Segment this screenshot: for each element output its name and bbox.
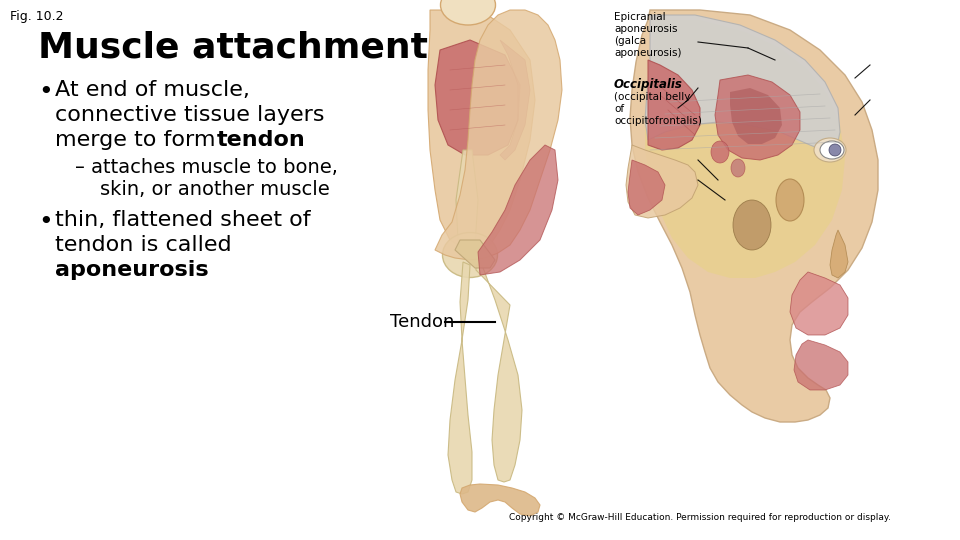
Polygon shape [456, 150, 478, 252]
Text: skin, or another muscle: skin, or another muscle [100, 180, 329, 199]
Ellipse shape [829, 144, 841, 156]
Ellipse shape [731, 159, 745, 177]
Ellipse shape [711, 141, 729, 163]
Polygon shape [455, 240, 495, 268]
Text: – attaches muscle to bone,: – attaches muscle to bone, [75, 158, 338, 177]
Ellipse shape [733, 200, 771, 250]
Ellipse shape [776, 179, 804, 221]
Polygon shape [730, 88, 782, 144]
Polygon shape [648, 60, 700, 150]
Text: occipitofrontalis): occipitofrontalis) [614, 116, 702, 126]
Text: of: of [614, 104, 624, 114]
Polygon shape [626, 145, 698, 218]
Polygon shape [630, 10, 878, 422]
Text: Muscle attachment: Muscle attachment [38, 30, 428, 64]
Text: aponeurosis: aponeurosis [55, 260, 208, 280]
Text: •: • [38, 210, 53, 234]
Polygon shape [428, 10, 535, 250]
Polygon shape [645, 20, 845, 278]
Text: thin, flattened sheet of: thin, flattened sheet of [55, 210, 311, 230]
Polygon shape [790, 272, 848, 335]
Text: Occipitalis: Occipitalis [614, 78, 683, 91]
Polygon shape [830, 230, 848, 278]
Text: Copyright © McGraw-Hill Education. Permission required for reproduction or displ: Copyright © McGraw-Hill Education. Permi… [509, 513, 891, 522]
Text: tendon: tendon [217, 130, 305, 150]
Text: aponeurosis: aponeurosis [614, 24, 678, 34]
Text: Tendon: Tendon [390, 313, 454, 331]
Polygon shape [460, 484, 540, 516]
Polygon shape [645, 15, 840, 155]
Text: •: • [38, 80, 53, 104]
Polygon shape [435, 40, 520, 155]
Text: aponeurosis): aponeurosis) [614, 48, 682, 58]
Polygon shape [628, 160, 665, 215]
Polygon shape [476, 265, 522, 482]
Text: connective tissue layers: connective tissue layers [55, 105, 324, 125]
Polygon shape [478, 145, 558, 275]
Text: tendon is called: tendon is called [55, 235, 231, 255]
Ellipse shape [814, 138, 846, 162]
Polygon shape [500, 40, 530, 160]
Text: Fig. 10.2: Fig. 10.2 [10, 10, 63, 23]
Text: Epicranial: Epicranial [614, 12, 665, 22]
Polygon shape [715, 75, 800, 160]
Text: merge to form: merge to form [55, 130, 223, 150]
Text: (galca: (galca [614, 36, 646, 46]
Text: (occipital belly: (occipital belly [614, 92, 690, 102]
Text: At end of muscle,: At end of muscle, [55, 80, 250, 100]
Polygon shape [448, 262, 472, 494]
Polygon shape [794, 340, 848, 390]
Ellipse shape [441, 0, 495, 25]
Ellipse shape [443, 233, 497, 278]
Ellipse shape [820, 141, 844, 159]
Polygon shape [435, 10, 562, 260]
